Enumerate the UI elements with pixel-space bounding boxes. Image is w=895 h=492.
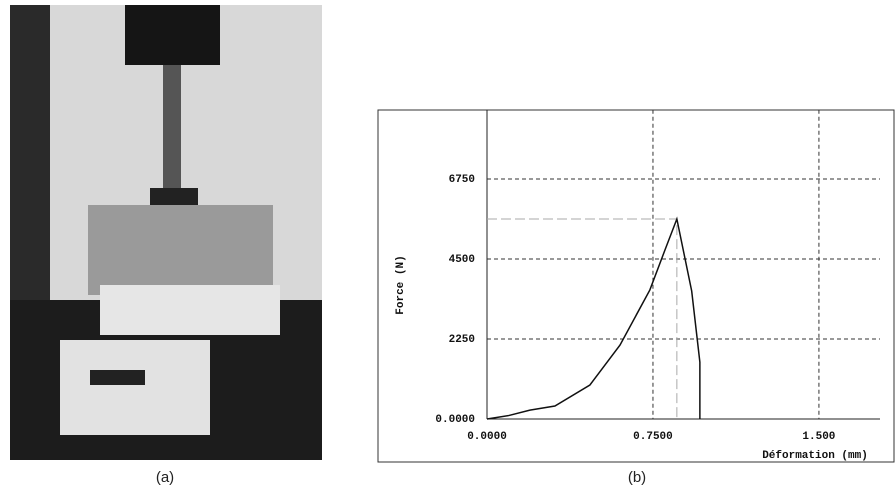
y-tick-label: 6750 [449,174,475,186]
x-tick-label: 0.7500 [633,431,673,443]
y-tick-label: 4500 [449,254,475,266]
caption-b: (b) [628,469,646,486]
y-tick-label: 2250 [449,334,475,346]
data-line [486,216,701,420]
x-tick-label: 1.500 [802,431,835,443]
caption-a: (a) [156,469,174,486]
chart-frame [377,109,895,463]
y-tick-label: 0.0000 [435,414,475,426]
x-axis-label: Déformation (mm) [762,450,868,462]
x-tick-label: 0.0000 [467,431,507,443]
photo [10,5,322,460]
y-axis-label: Force (N) [395,255,407,314]
